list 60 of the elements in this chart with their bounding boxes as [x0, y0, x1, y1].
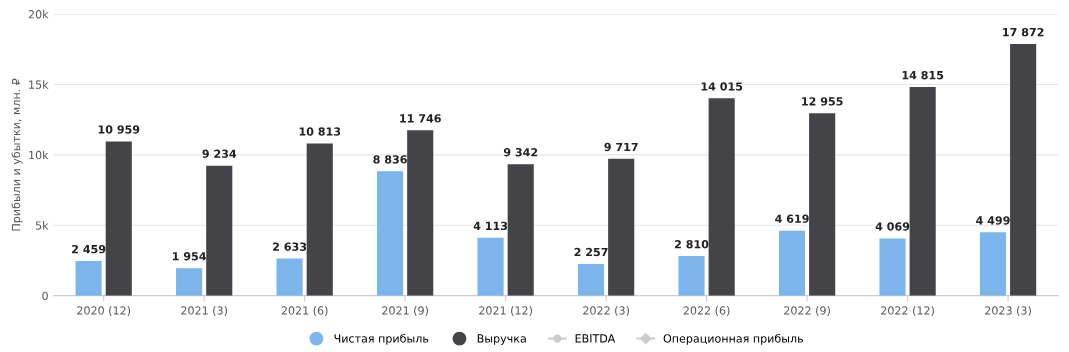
y-tick-label: 15k [29, 80, 49, 89]
x-tick-label: 2022 (9) [784, 306, 830, 316]
bar [809, 113, 836, 296]
data-label: 2 257 [574, 247, 608, 257]
x-tick-label: 2021 (9) [382, 306, 428, 316]
legend-label: Чистая прибыль [334, 333, 429, 345]
data-label: 11 746 [400, 114, 441, 123]
data-label: 4 499 [976, 216, 1010, 225]
data-label: 8 836 [373, 155, 407, 164]
y-tick-label: 20k [28, 9, 49, 19]
data-label: 4 069 [875, 222, 910, 231]
bar [1010, 44, 1037, 296]
data-label: 9 342 [503, 148, 538, 157]
bar [608, 158, 635, 296]
bar [75, 261, 102, 296]
bar [708, 98, 735, 296]
legend-label: Выручка [477, 334, 526, 345]
bar [105, 141, 132, 296]
bar [909, 87, 936, 296]
data-label: 14 815 [902, 70, 944, 80]
bar [577, 263, 605, 296]
data-label: 12 955 [802, 97, 843, 106]
bar [377, 171, 404, 296]
data-label: 4 619 [775, 214, 809, 223]
data-label: 9 234 [202, 149, 237, 158]
legend-label: Операционная прибыль [663, 333, 804, 345]
data-label: 9 717 [604, 142, 638, 152]
bar [306, 143, 333, 296]
x-tick-label: 2021 (3) [181, 306, 227, 316]
x-tick-label: 2022 (6) [683, 306, 730, 316]
bar [979, 232, 1007, 296]
x-tick-label: 2021 (6) [281, 306, 328, 316]
data-label: 1 954 [172, 252, 206, 261]
data-label: 10 813 [299, 127, 341, 136]
data-label: 10 959 [98, 125, 140, 134]
data-label: 14 015 [701, 82, 743, 91]
bar [507, 164, 534, 296]
bar [879, 238, 906, 296]
y-tick-label: 10k [29, 150, 49, 160]
x-tick-label: 2022 (12) [881, 306, 934, 316]
y-tick-label: 0 [42, 291, 48, 301]
x-tick-label: 2023 (3) [985, 306, 1031, 316]
bar [477, 237, 504, 296]
bar [778, 230, 806, 296]
x-tick-label: 2022 (3) [583, 306, 629, 316]
y-tick-label: 5k [35, 221, 49, 230]
data-label: 2 810 [675, 240, 709, 249]
bar [276, 258, 303, 296]
x-tick-label: 2020 (12) [77, 306, 131, 316]
bar [678, 256, 705, 296]
y-axis-title: Прибыли и убытки, млн. ₽ [11, 78, 23, 231]
bar [206, 165, 233, 296]
x-tick-label: 2021 (12) [479, 306, 532, 316]
bar [176, 268, 203, 296]
data-label: 2 633 [273, 242, 307, 251]
bar [407, 130, 434, 296]
data-label: 17 872 [1003, 27, 1044, 37]
data-label: 4 113 [473, 221, 508, 231]
legend-label: EBITDA [575, 334, 616, 343]
data-label: 2 459 [72, 244, 106, 254]
